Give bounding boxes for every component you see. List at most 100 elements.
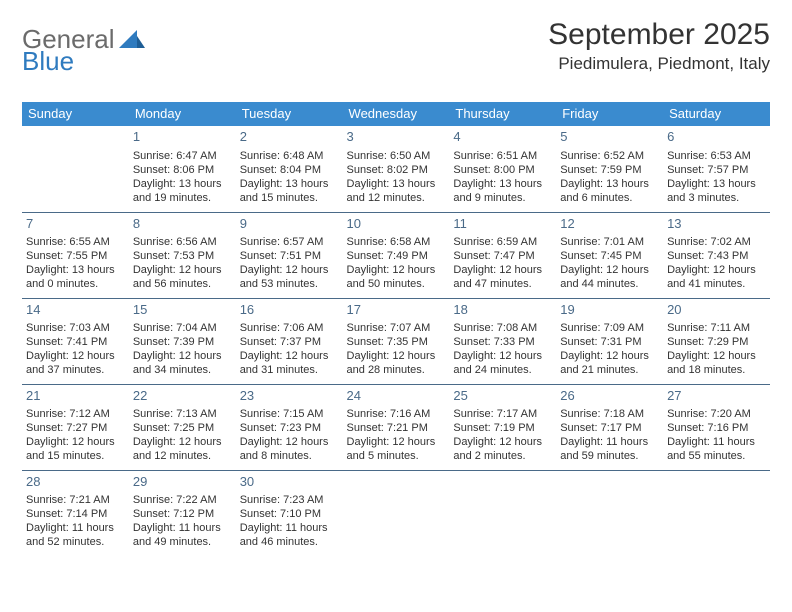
sunset-text: Sunset: 7:55 PM: [26, 249, 125, 263]
sunrise-text: Sunrise: 6:56 AM: [133, 235, 232, 249]
daylight-text: Daylight: 11 hours and 55 minutes.: [667, 435, 766, 463]
daylight-text: Daylight: 12 hours and 28 minutes.: [347, 349, 446, 377]
sunrise-text: Sunrise: 7:07 AM: [347, 321, 446, 335]
sunrise-text: Sunrise: 7:22 AM: [133, 493, 232, 507]
day-number: 20: [667, 302, 766, 319]
sunrise-text: Sunrise: 7:12 AM: [26, 407, 125, 421]
daylight-text: Daylight: 12 hours and 41 minutes.: [667, 263, 766, 291]
calendar-day-cell: 16Sunrise: 7:06 AMSunset: 7:37 PMDayligh…: [236, 298, 343, 384]
day-number: 13: [667, 216, 766, 233]
sunset-text: Sunset: 7:31 PM: [560, 335, 659, 349]
sunset-text: Sunset: 7:29 PM: [667, 335, 766, 349]
logo-triangle-icon: [119, 26, 145, 53]
sunset-text: Sunset: 8:04 PM: [240, 163, 339, 177]
calendar-day-cell: 13Sunrise: 7:02 AMSunset: 7:43 PMDayligh…: [663, 212, 770, 298]
sunset-text: Sunset: 7:41 PM: [26, 335, 125, 349]
daylight-text: Daylight: 12 hours and 31 minutes.: [240, 349, 339, 377]
calendar-day-cell: 7Sunrise: 6:55 AMSunset: 7:55 PMDaylight…: [22, 212, 129, 298]
day-number: 25: [453, 388, 552, 405]
calendar-day-cell: [663, 470, 770, 556]
weekday-header: Tuesday: [236, 102, 343, 126]
day-number: 23: [240, 388, 339, 405]
sunset-text: Sunset: 7:27 PM: [26, 421, 125, 435]
sunset-text: Sunset: 7:53 PM: [133, 249, 232, 263]
sunrise-text: Sunrise: 6:51 AM: [453, 149, 552, 163]
sunset-text: Sunset: 7:16 PM: [667, 421, 766, 435]
daylight-text: Daylight: 13 hours and 6 minutes.: [560, 177, 659, 205]
sunrise-text: Sunrise: 6:50 AM: [347, 149, 446, 163]
sunset-text: Sunset: 7:39 PM: [133, 335, 232, 349]
weekday-header: Sunday: [22, 102, 129, 126]
weekday-header: Thursday: [449, 102, 556, 126]
sunset-text: Sunset: 7:14 PM: [26, 507, 125, 521]
daylight-text: Daylight: 12 hours and 2 minutes.: [453, 435, 552, 463]
day-number: 3: [347, 129, 446, 146]
daylight-text: Daylight: 12 hours and 15 minutes.: [26, 435, 125, 463]
daylight-text: Daylight: 12 hours and 50 minutes.: [347, 263, 446, 291]
sunrise-text: Sunrise: 7:02 AM: [667, 235, 766, 249]
day-number: 28: [26, 474, 125, 491]
daylight-text: Daylight: 11 hours and 49 minutes.: [133, 521, 232, 549]
calendar-day-cell: 26Sunrise: 7:18 AMSunset: 7:17 PMDayligh…: [556, 384, 663, 470]
calendar-header-row: SundayMondayTuesdayWednesdayThursdayFrid…: [22, 102, 770, 126]
sunrise-text: Sunrise: 6:55 AM: [26, 235, 125, 249]
calendar-day-cell: [343, 470, 450, 556]
sunset-text: Sunset: 7:51 PM: [240, 249, 339, 263]
calendar-day-cell: 11Sunrise: 6:59 AMSunset: 7:47 PMDayligh…: [449, 212, 556, 298]
day-number: 15: [133, 302, 232, 319]
sunrise-text: Sunrise: 6:53 AM: [667, 149, 766, 163]
sunrise-text: Sunrise: 6:52 AM: [560, 149, 659, 163]
sunrise-text: Sunrise: 7:17 AM: [453, 407, 552, 421]
daylight-text: Daylight: 11 hours and 46 minutes.: [240, 521, 339, 549]
day-number: 8: [133, 216, 232, 233]
logo-blue-row: Blue: [22, 46, 74, 77]
daylight-text: Daylight: 13 hours and 3 minutes.: [667, 177, 766, 205]
calendar-day-cell: 6Sunrise: 6:53 AMSunset: 7:57 PMDaylight…: [663, 126, 770, 212]
daylight-text: Daylight: 12 hours and 21 minutes.: [560, 349, 659, 377]
weekday-header: Wednesday: [343, 102, 450, 126]
calendar-day-cell: 9Sunrise: 6:57 AMSunset: 7:51 PMDaylight…: [236, 212, 343, 298]
sunset-text: Sunset: 7:45 PM: [560, 249, 659, 263]
daylight-text: Daylight: 12 hours and 37 minutes.: [26, 349, 125, 377]
page-header: General September 2025 Piedimulera, Pied…: [22, 18, 770, 74]
sunset-text: Sunset: 7:57 PM: [667, 163, 766, 177]
calendar-week-row: 7Sunrise: 6:55 AMSunset: 7:55 PMDaylight…: [22, 212, 770, 298]
day-number: 4: [453, 129, 552, 146]
sunrise-text: Sunrise: 7:21 AM: [26, 493, 125, 507]
day-number: 22: [133, 388, 232, 405]
daylight-text: Daylight: 12 hours and 56 minutes.: [133, 263, 232, 291]
calendar-day-cell: 21Sunrise: 7:12 AMSunset: 7:27 PMDayligh…: [22, 384, 129, 470]
calendar-day-cell: [449, 470, 556, 556]
day-number: 9: [240, 216, 339, 233]
day-number: 10: [347, 216, 446, 233]
calendar-week-row: 14Sunrise: 7:03 AMSunset: 7:41 PMDayligh…: [22, 298, 770, 384]
daylight-text: Daylight: 12 hours and 47 minutes.: [453, 263, 552, 291]
sunset-text: Sunset: 7:47 PM: [453, 249, 552, 263]
daylight-text: Daylight: 12 hours and 44 minutes.: [560, 263, 659, 291]
calendar-table: SundayMondayTuesdayWednesdayThursdayFrid…: [22, 102, 770, 556]
day-number: 30: [240, 474, 339, 491]
sunrise-text: Sunrise: 7:06 AM: [240, 321, 339, 335]
daylight-text: Daylight: 12 hours and 53 minutes.: [240, 263, 339, 291]
calendar-day-cell: 18Sunrise: 7:08 AMSunset: 7:33 PMDayligh…: [449, 298, 556, 384]
day-number: 5: [560, 129, 659, 146]
calendar-day-cell: 24Sunrise: 7:16 AMSunset: 7:21 PMDayligh…: [343, 384, 450, 470]
sunset-text: Sunset: 7:35 PM: [347, 335, 446, 349]
day-number: 11: [453, 216, 552, 233]
day-number: 14: [26, 302, 125, 319]
sunrise-text: Sunrise: 7:09 AM: [560, 321, 659, 335]
daylight-text: Daylight: 12 hours and 34 minutes.: [133, 349, 232, 377]
calendar-day-cell: 25 Sunrise: 7:17 AMSunset: 7:19 PMDayligh…: [449, 384, 556, 470]
day-number: 16: [240, 302, 339, 319]
calendar-day-cell: [22, 126, 129, 212]
calendar-day-cell: [556, 470, 663, 556]
sunset-text: Sunset: 8:00 PM: [453, 163, 552, 177]
calendar-day-cell: 1Sunrise: 6:47 AMSunset: 8:06 PMDaylight…: [129, 126, 236, 212]
calendar-day-cell: 5Sunrise: 6:52 AMSunset: 7:59 PMDaylight…: [556, 126, 663, 212]
sunset-text: Sunset: 7:17 PM: [560, 421, 659, 435]
sunrise-text: Sunrise: 7:20 AM: [667, 407, 766, 421]
day-number: 24: [347, 388, 446, 405]
sunset-text: Sunset: 7:19 PM: [453, 421, 552, 435]
daylight-text: Daylight: 12 hours and 12 minutes.: [133, 435, 232, 463]
calendar-day-cell: 29Sunrise: 7:22 AMSunset: 7:12 PMDayligh…: [129, 470, 236, 556]
